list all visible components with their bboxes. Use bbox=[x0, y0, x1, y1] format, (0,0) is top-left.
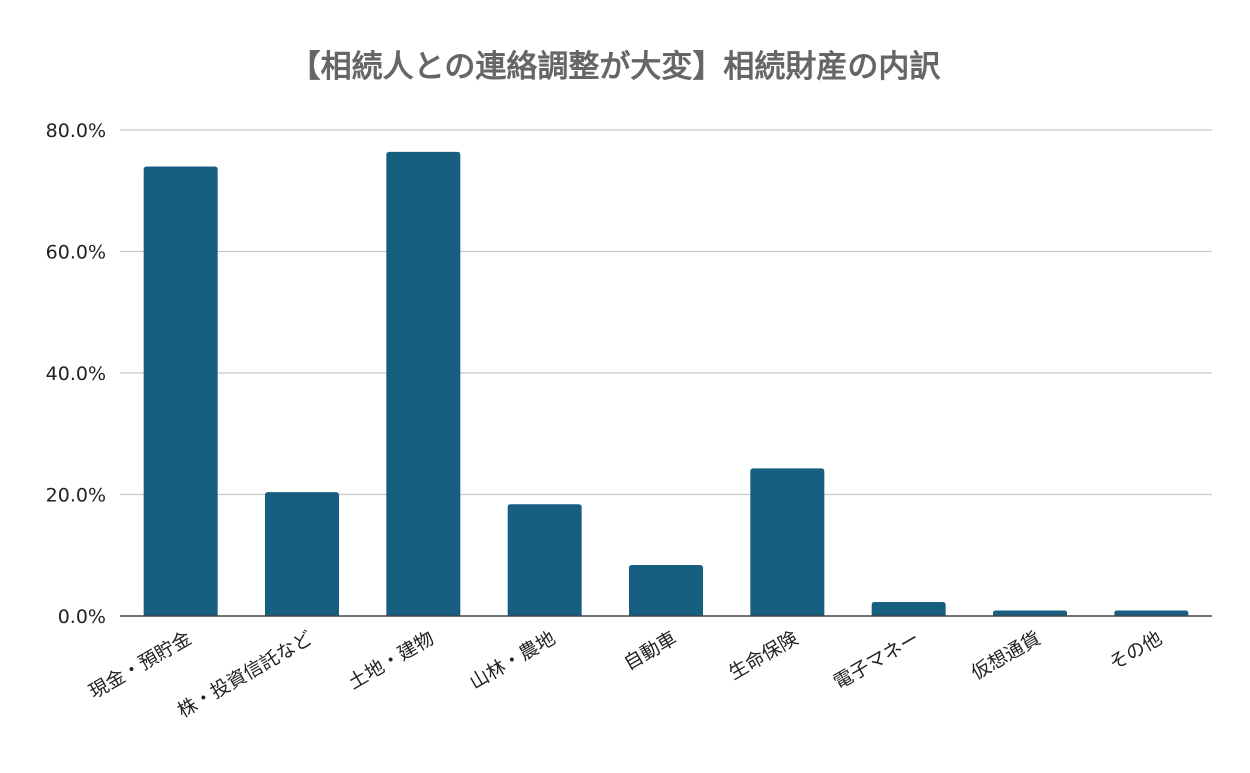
y-tick-label: 0.0% bbox=[58, 606, 106, 628]
bar bbox=[507, 504, 582, 616]
x-category-label: その他 bbox=[1105, 627, 1165, 675]
bar bbox=[629, 564, 703, 616]
y-tick-label: 80.0% bbox=[46, 120, 106, 142]
x-category-label: 自動車 bbox=[620, 627, 680, 675]
bar bbox=[993, 610, 1067, 616]
x-category-label: 仮想通貨 bbox=[968, 627, 1045, 684]
y-tick-label: 60.0% bbox=[46, 242, 106, 264]
y-tick-label: 40.0% bbox=[46, 363, 106, 385]
bar bbox=[750, 468, 825, 616]
bars bbox=[143, 151, 1189, 616]
bar bbox=[143, 166, 218, 616]
x-category-label: 生命保険 bbox=[725, 627, 802, 684]
x-category-label: 株・投資信託など bbox=[174, 627, 317, 722]
bar bbox=[265, 492, 339, 616]
chart-title: 【相続人との連絡調整が大変】相続財産の内訳 bbox=[290, 49, 942, 85]
bar bbox=[1114, 610, 1189, 616]
bar bbox=[871, 602, 946, 616]
gridlines bbox=[120, 129, 1212, 496]
x-category-label: 現金・預貯金 bbox=[85, 627, 195, 703]
x-category-label: 山林・農地 bbox=[466, 627, 559, 694]
bar bbox=[386, 151, 461, 616]
y-axis-tick-labels: 0.0% 20.0% 40.0% 60.0% 80.0% bbox=[46, 120, 106, 628]
y-tick-label: 20.0% bbox=[46, 485, 106, 507]
x-category-label: 電子マネー bbox=[830, 627, 923, 694]
x-category-label: 土地・建物 bbox=[345, 627, 438, 694]
